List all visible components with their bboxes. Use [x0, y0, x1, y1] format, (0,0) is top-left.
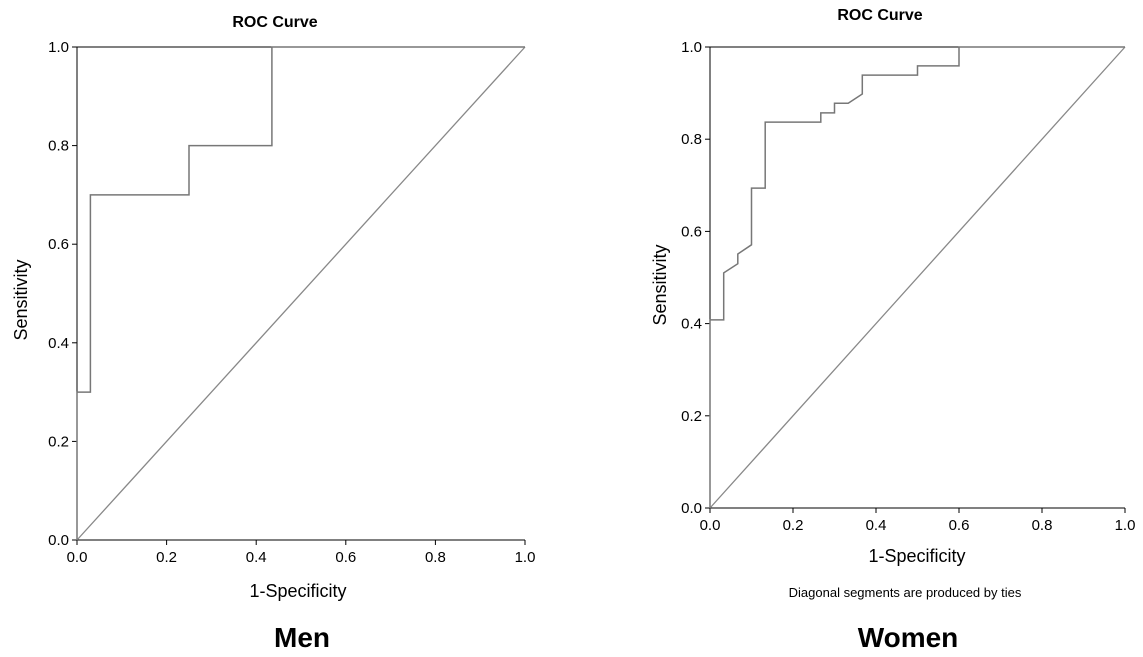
x-tick-label: 1.0 [515, 549, 536, 566]
x-tick-label: 0.6 [949, 517, 970, 534]
y-tick-label: 0.6 [681, 223, 702, 240]
y-tick-label: 0.2 [48, 433, 69, 450]
y-tick-label: 0.6 [48, 236, 69, 253]
group-label: Women [858, 622, 959, 653]
y-tick-label: 0.4 [48, 335, 69, 352]
roc-curve [709, 46, 1125, 508]
x-tick-label: 0.4 [866, 517, 887, 534]
chart-women: ROC Curve 0.0 0.2 0.4 0.6 0.8 1.0 0.00.20.40.… [650, 7, 1135, 653]
x-tick-label: 0.8 [425, 549, 446, 566]
x-tick-label: 0.0 [67, 549, 88, 566]
x-tick-label: 0.2 [156, 549, 177, 566]
chart-title: ROC Curve [837, 7, 922, 24]
y-tick-label: 0.2 [681, 408, 702, 425]
y-tick-label: 0.8 [681, 131, 702, 148]
x-tick-label: 1.0 [1115, 517, 1136, 534]
x-tick-label: 0.4 [246, 549, 267, 566]
x-ticks: 0.0 0.2 0.4 0.6 0.8 1.0 [67, 540, 536, 566]
y-tick-label: 0.4 [681, 316, 702, 333]
roc-curve [76, 46, 525, 540]
y-axis-label: Sensitivity [650, 244, 670, 325]
x-axis-label: 1-Specificity [249, 581, 346, 601]
y-tick-label: 0.8 [48, 138, 69, 155]
reference-line [76, 46, 526, 541]
y-tick-label: 1.0 [681, 39, 702, 56]
y-ticks: 0.0 0.2 0.4 0.6 0.8 1.0 [48, 39, 77, 549]
footnote: Diagonal segments are produced by ties [789, 585, 1022, 600]
x-tick-label: 0.2 [783, 517, 804, 534]
y-ticks: 0.0 0.2 0.4 0.6 0.8 1.0 [681, 39, 710, 517]
group-label: Men [274, 622, 330, 653]
y-tick-label: 1.0 [48, 39, 69, 56]
x-tick-label: 0.6 [335, 549, 356, 566]
y-tick-label: 0.0 [48, 532, 69, 549]
x-tick-label: 0.0 [700, 517, 721, 534]
x-axis-label: 1-Specificity [868, 546, 965, 566]
x-tick-label: 0.8 [1032, 517, 1053, 534]
chart-men: ROC Curve 0.0 0.2 0.4 0.6 0.8 1.0 0.00.20.40.… [11, 14, 535, 653]
y-tick-label: 0.0 [681, 500, 702, 517]
x-ticks: 0.0 0.2 0.4 0.6 0.8 1.0 [700, 508, 1136, 534]
chart-title: ROC Curve [232, 14, 317, 31]
reference-line [709, 46, 1126, 509]
y-axis-label: Sensitivity [11, 259, 31, 340]
